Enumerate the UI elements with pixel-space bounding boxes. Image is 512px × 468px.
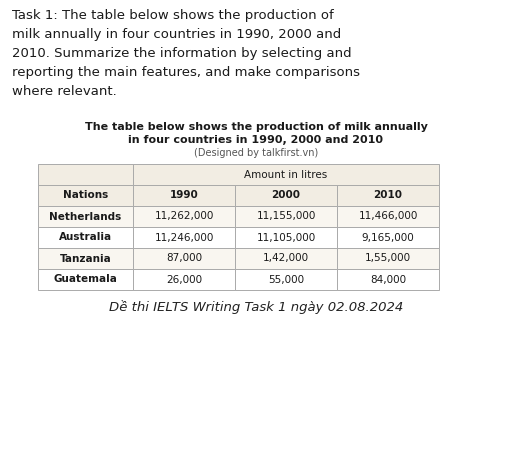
Text: 26,000: 26,000 (166, 275, 202, 285)
Text: where relevant.: where relevant. (12, 85, 117, 98)
Bar (235, 248, 337, 269)
Text: 11,105,000: 11,105,000 (257, 233, 315, 242)
Text: Amount in litres: Amount in litres (244, 169, 328, 180)
Bar (235, 269, 337, 290)
Text: milk annually in four countries in 1990, 2000 and: milk annually in four countries in 1990,… (12, 28, 342, 41)
Text: Nations: Nations (63, 190, 108, 200)
Text: reporting the main features, and make comparisons: reporting the main features, and make co… (12, 66, 360, 79)
Text: 55,000: 55,000 (268, 275, 304, 285)
Bar (235, 227, 337, 248)
Bar (337, 185, 439, 206)
Text: 9,165,000: 9,165,000 (361, 233, 414, 242)
Text: 1,55,000: 1,55,000 (365, 254, 411, 263)
Bar (337, 269, 439, 290)
Text: in four countries in 1990, 2000 and 2010: in four countries in 1990, 2000 and 2010 (129, 135, 383, 145)
Text: (Designed by talkfirst.vn): (Designed by talkfirst.vn) (194, 148, 318, 158)
Text: 87,000: 87,000 (166, 254, 202, 263)
Text: Australia: Australia (59, 233, 112, 242)
Text: The table below shows the production of milk annually: The table below shows the production of … (84, 122, 428, 132)
Bar (38, 227, 133, 248)
Bar (38, 248, 133, 269)
Bar (38, 185, 133, 206)
Text: 2010. Summarize the information by selecting and: 2010. Summarize the information by selec… (12, 47, 352, 60)
Bar (133, 164, 439, 185)
Bar (235, 206, 337, 227)
Text: 11,246,000: 11,246,000 (154, 233, 214, 242)
Bar (133, 248, 235, 269)
Text: Task 1: The table below shows the production of: Task 1: The table below shows the produc… (12, 9, 334, 22)
Text: 1,42,000: 1,42,000 (263, 254, 309, 263)
Text: Tanzania: Tanzania (59, 254, 112, 263)
Bar (133, 227, 235, 248)
Text: 1990: 1990 (169, 190, 198, 200)
Bar (337, 248, 439, 269)
Bar (133, 185, 235, 206)
Text: 84,000: 84,000 (370, 275, 406, 285)
Bar (235, 185, 337, 206)
Bar (38, 164, 133, 185)
Bar (38, 206, 133, 227)
Text: 11,262,000: 11,262,000 (154, 212, 214, 221)
Bar (38, 269, 133, 290)
Text: 11,155,000: 11,155,000 (257, 212, 316, 221)
Bar (337, 227, 439, 248)
Text: Netherlands: Netherlands (49, 212, 122, 221)
Text: Guatemala: Guatemala (54, 275, 117, 285)
Bar (133, 269, 235, 290)
Text: 2010: 2010 (373, 190, 402, 200)
Bar (337, 206, 439, 227)
Text: Dề thi IELTS Writing Task 1 ngày 02.08.2024: Dề thi IELTS Writing Task 1 ngày 02.08.2… (109, 300, 403, 314)
Text: 2000: 2000 (271, 190, 301, 200)
Text: 11,466,000: 11,466,000 (358, 212, 418, 221)
Bar (133, 206, 235, 227)
